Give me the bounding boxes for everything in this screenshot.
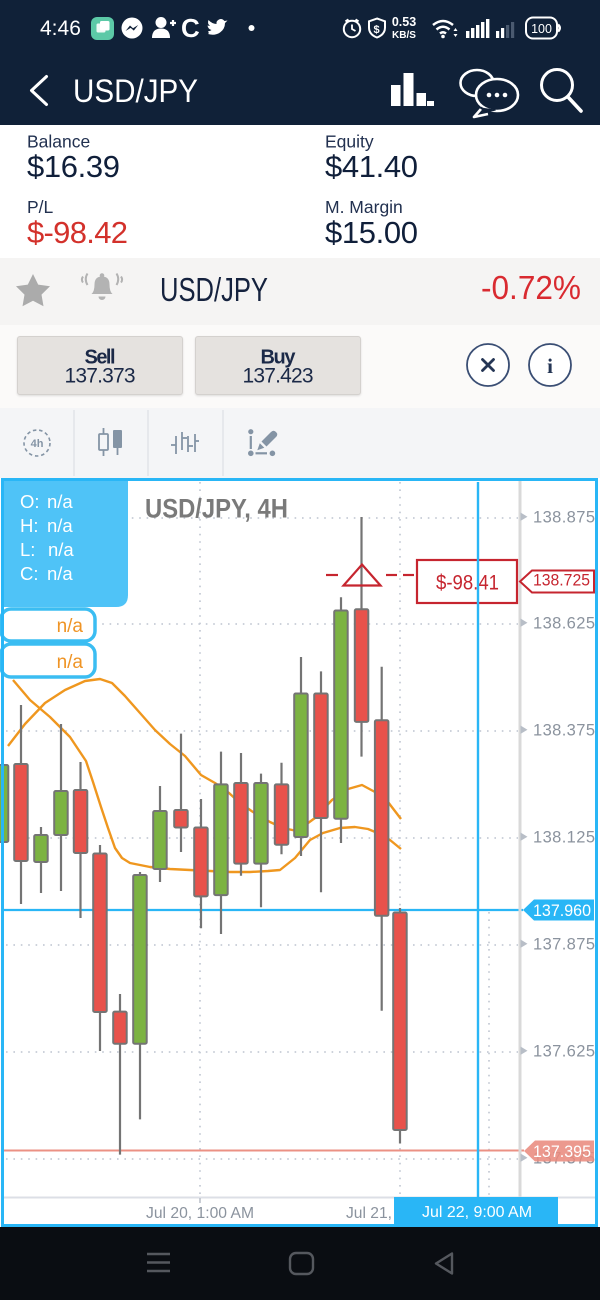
svg-text:USD/JPY: USD/JPY [160,271,268,308]
svg-text:n/a: n/a [57,616,84,637]
svg-text:4:46: 4:46 [40,17,81,40]
svg-text:$: $ [374,24,380,36]
svg-text:137.875: 137.875 [533,936,595,954]
svg-text:Jul 20, 1:00 AM: Jul 20, 1:00 AM [146,1205,254,1222]
svg-text:n/a: n/a [47,491,73,512]
svg-text:-0.72%: -0.72% [481,269,581,306]
svg-text:KB/S: KB/S [392,30,416,41]
svg-text:$-98.42: $-98.42 [27,215,128,250]
svg-text:n/a: n/a [47,563,73,584]
svg-text:100: 100 [531,22,552,36]
svg-text:C:: C: [20,563,39,584]
svg-text:USD/JPY, 4H: USD/JPY, 4H [145,494,288,524]
svg-text:137.423: 137.423 [243,365,314,388]
svg-text:Equity: Equity [325,132,374,152]
svg-text:0.53: 0.53 [392,15,416,29]
svg-text:L:: L: [20,539,35,560]
svg-text:$15.00: $15.00 [325,215,418,250]
svg-text:$41.40: $41.40 [325,149,418,184]
svg-text:n/a: n/a [47,515,73,536]
svg-text:i: i [547,354,553,378]
svg-text:4h: 4h [31,438,44,450]
svg-text:P/L: P/L [27,197,54,217]
svg-text:M. Margin: M. Margin [325,197,403,217]
svg-text:USD/JPY: USD/JPY [73,73,198,109]
svg-text:138.875: 138.875 [533,509,595,527]
svg-text:138.625: 138.625 [533,615,595,633]
svg-text:O:: O: [20,491,40,512]
svg-text:Buy: Buy [261,347,297,369]
svg-text:$-98.41: $-98.41 [436,572,499,595]
svg-text:137.625: 137.625 [533,1043,595,1061]
svg-text:137.373: 137.373 [65,365,136,388]
svg-text:H:: H: [20,515,39,536]
svg-text:137.395: 137.395 [533,1143,591,1161]
svg-text:Jul 21,: Jul 21, [346,1205,392,1222]
svg-text:138.125: 138.125 [533,829,595,847]
svg-text:C: C [181,13,200,43]
svg-text:n/a: n/a [57,652,84,673]
svg-text:n/a: n/a [48,539,74,560]
svg-text:137.960: 137.960 [533,902,591,920]
svg-text:Jul 22, 9:00 AM: Jul 22, 9:00 AM [422,1204,532,1221]
svg-text:$16.39: $16.39 [27,149,120,184]
svg-text:138.375: 138.375 [533,722,595,740]
svg-text:Balance: Balance [27,132,90,152]
svg-text:138.725: 138.725 [533,572,590,590]
svg-text:Sell: Sell [85,347,116,369]
